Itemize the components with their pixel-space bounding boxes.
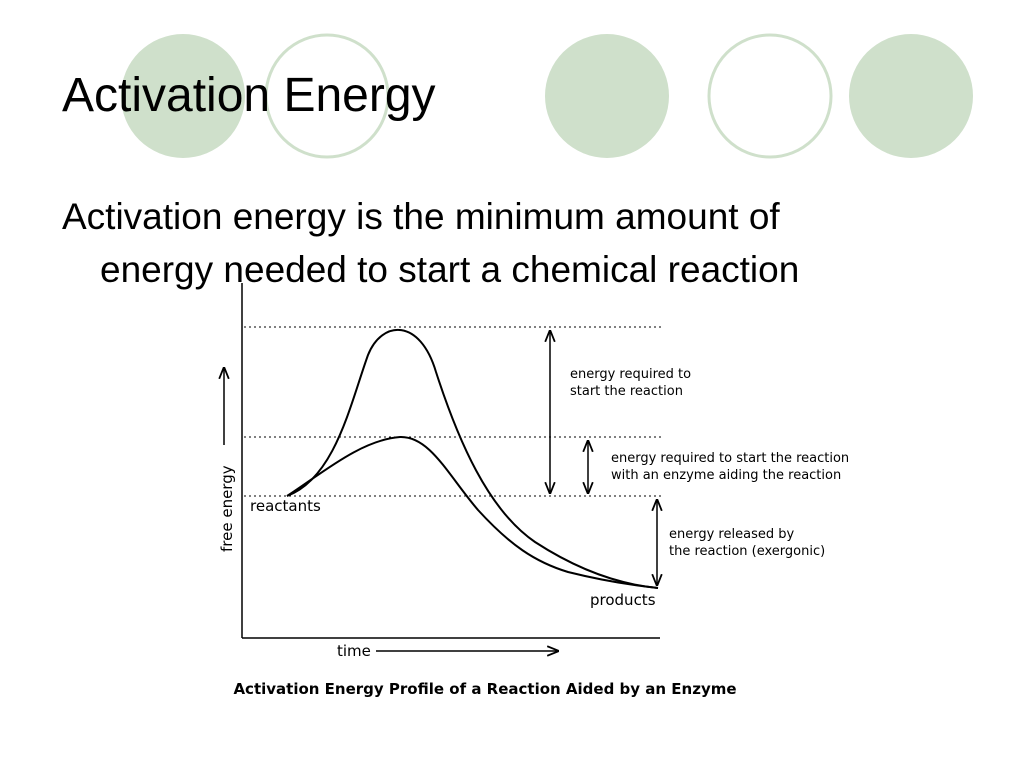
annotation-1-line-2: start the reaction [570, 384, 683, 399]
circle-filled-1 [121, 34, 245, 158]
annotation-3-line-2: the reaction (exergonic) [669, 544, 825, 559]
circle-filled-2 [545, 34, 669, 158]
circle-filled-3 [849, 34, 973, 158]
annotation-1-line-1: energy required to [570, 367, 691, 382]
products-label: products [590, 591, 656, 609]
x-axis-label: time [337, 642, 371, 660]
figure-caption: Activation Energy Profile of a Reaction … [233, 680, 736, 698]
annotation-3-line-1: energy released by [669, 527, 794, 542]
circle-outline-2 [707, 33, 833, 159]
body-line-1: Activation energy is the minimum amount … [62, 196, 780, 237]
annotation-2-line-2: with an enzyme aiding the reaction [611, 468, 841, 483]
y-axis-label: free energy [218, 465, 236, 552]
body-line-2: energy needed to start a chemical reacti… [100, 249, 800, 290]
annotation-2-line-1: energy required to start the reaction [611, 451, 849, 466]
reactants-label: reactants [250, 497, 321, 515]
slide-body: Activation energy is the minimum amount … [62, 190, 992, 296]
curve-enzyme-catalyzed [286, 435, 659, 589]
curve-uncatalyzed [286, 329, 659, 589]
slide-title: Activation Energy [62, 69, 436, 122]
circle-outline-1 [264, 33, 390, 159]
